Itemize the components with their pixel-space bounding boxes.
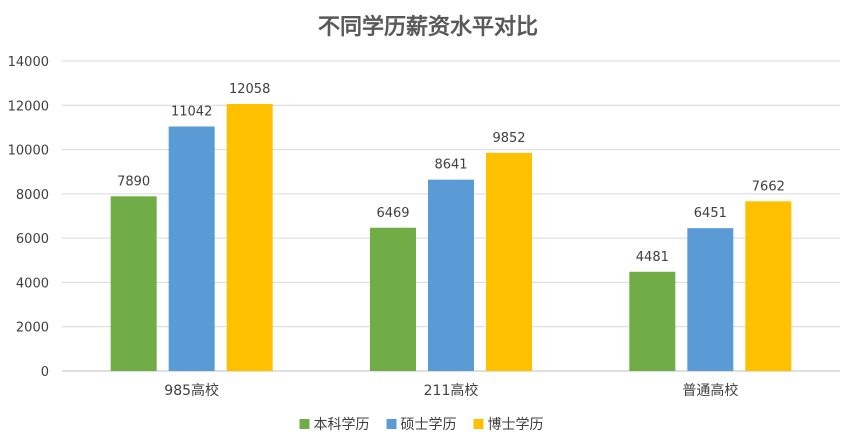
bar-2-3 [687, 228, 733, 371]
bar-2-1 [169, 126, 215, 371]
legend-item: 本科学历 [300, 417, 370, 433]
y-tick-label: 14000 [8, 55, 49, 70]
data-label: 7890 [117, 174, 150, 189]
data-label: 4481 [636, 250, 669, 265]
y-tick-label: 2000 [16, 321, 49, 336]
legend: 本科学历 硕士学历 博士学历 [300, 416, 544, 433]
legend-item: 博士学历 [474, 416, 544, 433]
y-tick-label: 0 [41, 365, 49, 380]
bar-3-3 [745, 201, 791, 371]
legend-label: 硕士学历 [401, 417, 457, 433]
x-tick-label: 普通高校 [682, 382, 738, 399]
x-tick-label: 211高校 [424, 382, 479, 399]
bar-3-1 [227, 104, 273, 371]
data-label: 8641 [434, 158, 467, 173]
bars [111, 104, 792, 371]
chart-title: 不同学历薪资水平对比 [318, 14, 538, 40]
x-tick-label: 985高校 [164, 382, 219, 399]
bar-2-2 [428, 180, 474, 371]
bar-1-3 [629, 272, 675, 371]
x-axis-tick-labels: 985高校 211高校 普通高校 [164, 382, 738, 399]
y-axis-tick-labels: 0 2000 4000 6000 8000 10000 12000 14000 [8, 55, 49, 380]
legend-item: 硕士学历 [387, 417, 457, 433]
data-label: 7662 [752, 179, 785, 194]
legend-label: 本科学历 [314, 417, 370, 433]
data-label: 11042 [171, 104, 212, 119]
data-label: 6451 [694, 206, 727, 221]
y-tick-label: 8000 [16, 188, 49, 203]
data-label: 9852 [492, 131, 525, 146]
y-tick-label: 4000 [16, 276, 49, 291]
y-tick-label: 10000 [8, 144, 49, 159]
y-tick-label: 6000 [16, 232, 49, 247]
data-label: 6469 [376, 206, 409, 221]
bar-1-2 [370, 228, 416, 371]
legend-label: 博士学历 [488, 416, 544, 433]
data-label: 12058 [229, 82, 270, 97]
y-tick-label: 12000 [8, 99, 49, 114]
legend-swatch [300, 419, 310, 429]
bar-1-1 [111, 196, 157, 371]
legend-swatch [387, 419, 397, 429]
legend-swatch [474, 419, 484, 429]
bar-3-2 [486, 153, 532, 371]
